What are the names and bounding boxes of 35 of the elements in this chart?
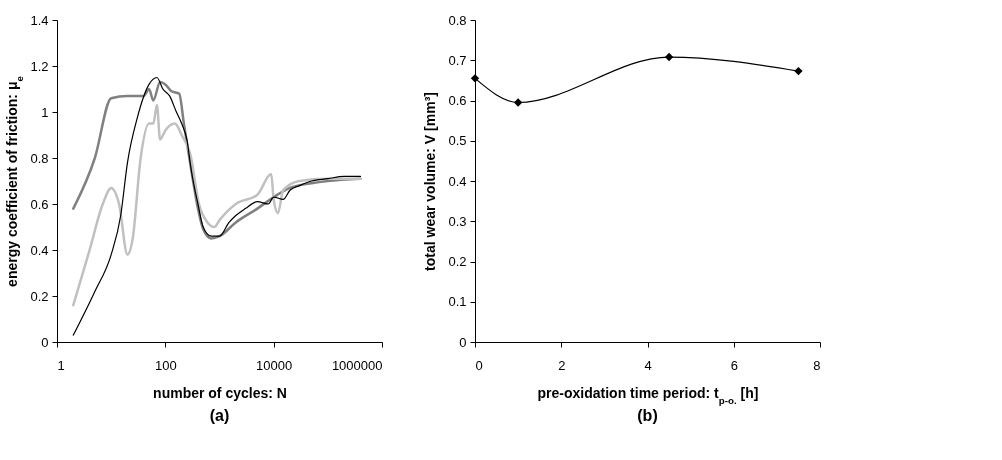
x-tick-label: 1 — [57, 357, 65, 373]
x-tick-label: 2 — [558, 357, 566, 373]
y-tick-label: 0.6 — [30, 196, 49, 212]
point — [470, 74, 480, 83]
y-tick-label: 0.8 — [30, 150, 49, 166]
x-tick-label: 100 — [154, 357, 177, 373]
text: (b) — [637, 407, 658, 424]
x-tick-label: 10000 — [256, 357, 293, 373]
x-axis-title: number of cycles: N — [153, 384, 287, 401]
text: (a) — [209, 407, 230, 424]
x-axis-title: pre-oxidation time period: t$_{p-o.}$ [h] — [537, 384, 759, 405]
y-tick-label: 1.2 — [30, 58, 49, 74]
x-tick-label: 1000000 — [331, 357, 383, 373]
y-tick-label: 0.5 — [448, 133, 467, 149]
y-tick-label: 0.6 — [448, 93, 467, 108]
x-tick-label: 6 — [730, 357, 738, 373]
y-axis-title: total wear volume: V [mm³] — [422, 92, 439, 271]
y-tick-label: 0.1 — [448, 294, 467, 310]
y-tick-label: 0.4 — [30, 242, 49, 258]
y-tick-label: 0.3 — [448, 213, 467, 229]
y-tick-label: 0 — [459, 334, 467, 350]
y-tick-label: 0.2 — [30, 288, 49, 304]
x-tick-label: 8 — [813, 357, 821, 373]
y-tick-label: 0.2 — [448, 254, 467, 269]
point — [513, 98, 523, 107]
y-tick-label: 0.4 — [448, 173, 467, 189]
y-tick-label: 0.7 — [448, 52, 467, 68]
y-tick-label: 1 — [41, 104, 49, 120]
y-tick-label: 0 — [41, 334, 49, 350]
y-tick-label: 0.8 — [448, 12, 467, 28]
x-tick-label: 4 — [644, 357, 652, 373]
y-tick-label: 1.4 — [30, 12, 49, 28]
point — [664, 52, 674, 62]
point — [794, 66, 803, 76]
x-tick-label: 0 — [475, 357, 483, 373]
